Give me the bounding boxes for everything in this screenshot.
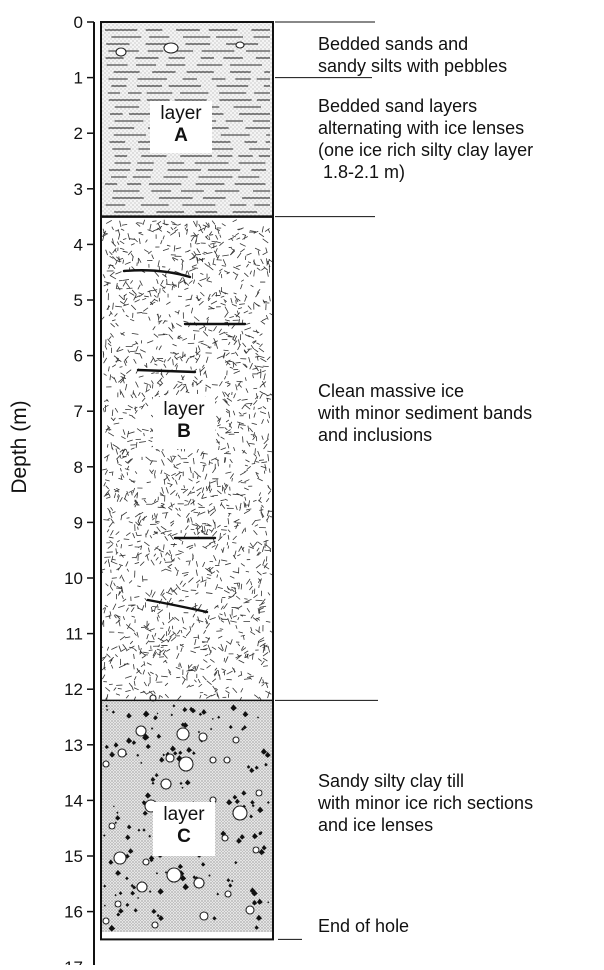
- layer-a-word: layer: [150, 103, 212, 125]
- clast-icon: [152, 922, 158, 928]
- clast-icon: [143, 859, 149, 865]
- description-2-line-3: (one ice rich silty clay layer: [318, 139, 533, 161]
- clast-icon: [103, 918, 109, 924]
- layer-b-letter: B: [153, 421, 215, 443]
- description-4-line-2: with minor ice rich sections: [318, 792, 533, 814]
- y-tick-label: 9: [74, 513, 83, 532]
- clast-icon: [137, 882, 147, 892]
- clast-icon: [114, 852, 126, 864]
- description-1: Bedded sands and sandy silts with pebble…: [318, 33, 507, 77]
- clast-icon: [246, 906, 254, 914]
- clast-icon: [225, 891, 231, 897]
- clast-icon: [115, 901, 121, 907]
- y-tick-label: 7: [74, 402, 83, 421]
- layer-b-label: layer B: [153, 397, 215, 449]
- description-2-line-2: alternating with ice lenses: [318, 117, 533, 139]
- clast-icon: [200, 912, 208, 920]
- description-5-line-1: End of hole: [318, 915, 409, 937]
- description-3: Clean massive ice with minor sediment ba…: [318, 380, 532, 446]
- clast-icon: [103, 761, 109, 767]
- clast-icon: [222, 835, 228, 841]
- y-tick-label: 12: [64, 680, 83, 699]
- description-2-line-4: 1.8-2.1 m): [318, 161, 533, 183]
- pebble-icon: [236, 42, 244, 48]
- description-2-line-1: Bedded sand layers: [318, 95, 533, 117]
- layer-c-word: layer: [153, 804, 215, 826]
- clast-icon: [166, 754, 174, 762]
- y-tick-label: 14: [64, 791, 83, 810]
- layer-c-letter: C: [153, 826, 215, 848]
- layer-b-word: layer: [153, 399, 215, 421]
- y-axis-label-text: Depth (m): [8, 400, 32, 493]
- y-tick-label: 1: [74, 69, 83, 88]
- description-3-line-1: Clean massive ice: [318, 380, 532, 402]
- clast-icon: [233, 737, 239, 743]
- description-4: Sandy silty clay till with minor ice ric…: [318, 770, 533, 836]
- clast-icon: [224, 757, 230, 763]
- clast-icon: [177, 728, 189, 740]
- description-3-line-2: with minor sediment bands: [318, 402, 532, 424]
- y-tick-label: 15: [64, 847, 83, 866]
- description-2: Bedded sand layers alternating with ice …: [318, 95, 533, 183]
- clast-icon: [136, 726, 146, 736]
- y-tick-label: 17: [64, 958, 83, 965]
- y-tick-label: 13: [64, 736, 83, 755]
- y-tick-label: 5: [74, 291, 83, 310]
- clast-icon: [253, 847, 259, 853]
- clast-icon: [256, 790, 262, 796]
- clast-icon: [167, 868, 181, 882]
- y-tick-label: 6: [74, 347, 83, 366]
- clast-icon: [233, 806, 247, 820]
- clast-icon: [179, 757, 193, 771]
- clast-icon: [194, 878, 204, 888]
- layer-a-label: layer A: [150, 101, 212, 153]
- y-tick-label: 3: [74, 180, 83, 199]
- clast-icon: [109, 823, 115, 829]
- y-tick-label: 8: [74, 458, 83, 477]
- y-tick-label: 2: [74, 124, 83, 143]
- y-tick-label: 0: [74, 13, 83, 32]
- y-tick-label: 10: [64, 569, 83, 588]
- description-1-line-2: sandy silts with pebbles: [318, 55, 507, 77]
- clast-icon: [118, 749, 126, 757]
- description-1-line-1: Bedded sands and: [318, 33, 507, 55]
- clast-icon: [210, 757, 216, 763]
- y-tick-label: 16: [64, 903, 83, 922]
- pebble-icon: [116, 48, 126, 56]
- description-3-line-3: and inclusions: [318, 424, 532, 446]
- description-4-line-1: Sandy silty clay till: [318, 770, 533, 792]
- clast-icon: [199, 733, 207, 741]
- clast-icon: [161, 779, 171, 789]
- layer-c-label: layer C: [153, 802, 215, 856]
- y-tick-label: 4: [74, 235, 83, 254]
- y-tick-label: 11: [65, 625, 83, 644]
- description-4-line-3: and ice lenses: [318, 814, 533, 836]
- pebble-icon: [164, 43, 178, 53]
- description-5: End of hole: [318, 915, 409, 937]
- layer-a-letter: A: [150, 125, 212, 147]
